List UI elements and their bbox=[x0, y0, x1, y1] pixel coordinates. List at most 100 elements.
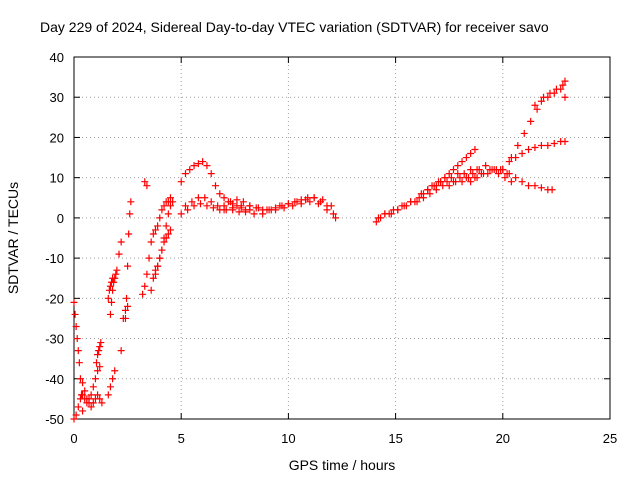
data-point bbox=[94, 391, 102, 399]
y-tick-label: -50 bbox=[45, 412, 64, 427]
data-point bbox=[394, 206, 402, 214]
data-point bbox=[115, 250, 123, 258]
data-point bbox=[314, 200, 322, 208]
data-point bbox=[332, 214, 340, 222]
y-tick-label: -40 bbox=[45, 372, 64, 387]
x-axis-label: GPS time / hours bbox=[289, 457, 396, 473]
data-point bbox=[188, 198, 196, 206]
data-point bbox=[237, 202, 245, 210]
x-tick-label: 20 bbox=[496, 431, 510, 446]
data-point bbox=[471, 146, 479, 154]
data-point bbox=[149, 230, 157, 238]
data-point bbox=[449, 178, 457, 186]
data-point bbox=[559, 81, 567, 89]
data-point bbox=[164, 210, 172, 218]
x-tick-label: 5 bbox=[178, 431, 185, 446]
data-point bbox=[413, 198, 421, 206]
data-point bbox=[209, 204, 217, 212]
data-point bbox=[291, 198, 299, 206]
data-point bbox=[531, 144, 539, 151]
data-point bbox=[71, 310, 79, 318]
data-point bbox=[181, 170, 189, 178]
data-point bbox=[441, 174, 449, 182]
data-point bbox=[550, 89, 558, 97]
data-point bbox=[104, 294, 112, 302]
data-point bbox=[95, 347, 103, 355]
data-point bbox=[81, 387, 89, 395]
satellite-track-24 bbox=[507, 77, 569, 162]
data-point bbox=[507, 154, 515, 162]
data-point bbox=[143, 182, 151, 190]
data-point bbox=[166, 226, 174, 234]
data-point bbox=[141, 282, 149, 290]
satellite-track-8 bbox=[115, 238, 125, 258]
data-point bbox=[533, 105, 541, 113]
data-point bbox=[154, 222, 162, 230]
data-point bbox=[73, 335, 81, 343]
data-point bbox=[473, 166, 481, 174]
data-point bbox=[112, 270, 120, 278]
data-point bbox=[147, 238, 155, 246]
satellite-track-9 bbox=[117, 302, 132, 355]
y-axis-label: SDTVAR / TECUs bbox=[5, 182, 21, 294]
data-point bbox=[190, 202, 198, 210]
data-point bbox=[561, 77, 569, 85]
data-point bbox=[184, 206, 192, 214]
satellite-track-11 bbox=[139, 194, 174, 298]
satellite-track-18 bbox=[220, 198, 340, 222]
data-point bbox=[518, 150, 526, 158]
data-point bbox=[544, 141, 552, 149]
y-tick-label: 40 bbox=[50, 50, 64, 65]
data-point bbox=[507, 178, 515, 186]
data-point bbox=[83, 395, 91, 403]
data-point bbox=[550, 139, 558, 147]
data-point bbox=[495, 170, 503, 178]
data-point bbox=[505, 158, 513, 166]
x-tick-label: 15 bbox=[388, 431, 402, 446]
data-point bbox=[419, 194, 427, 202]
data-point bbox=[458, 178, 466, 186]
data-point bbox=[445, 170, 453, 178]
data-point bbox=[407, 198, 415, 206]
data-point bbox=[74, 403, 82, 411]
data-point bbox=[505, 170, 513, 178]
plot-frame bbox=[73, 56, 611, 420]
data-point bbox=[160, 234, 168, 242]
data-point bbox=[121, 314, 129, 322]
chart-title: Day 229 of 2024, Sidereal Day-to-day VTE… bbox=[40, 19, 549, 35]
data-point bbox=[106, 282, 114, 290]
data-point bbox=[216, 190, 224, 198]
data-point bbox=[72, 322, 80, 330]
data-point bbox=[537, 97, 545, 105]
data-point bbox=[96, 395, 104, 403]
data-point bbox=[250, 210, 258, 218]
data-point bbox=[387, 210, 395, 218]
satellite-track-14 bbox=[151, 198, 177, 278]
data-point bbox=[306, 198, 314, 206]
data-point bbox=[499, 166, 507, 174]
data-point bbox=[94, 367, 102, 375]
data-point bbox=[469, 170, 477, 178]
data-point bbox=[108, 298, 116, 306]
data-point bbox=[96, 343, 104, 351]
data-point bbox=[400, 202, 408, 210]
data-point bbox=[462, 174, 470, 182]
data-point bbox=[207, 198, 215, 206]
data-point bbox=[272, 206, 280, 214]
data-point bbox=[91, 375, 99, 383]
data-point bbox=[527, 117, 535, 125]
data-point bbox=[105, 286, 113, 294]
y-tick-label: 0 bbox=[57, 211, 64, 226]
data-point bbox=[239, 198, 247, 206]
data-point bbox=[417, 190, 425, 198]
data-point bbox=[72, 411, 80, 419]
data-point bbox=[537, 184, 545, 192]
data-point bbox=[537, 141, 545, 149]
data-point bbox=[207, 170, 215, 178]
data-point bbox=[166, 194, 174, 202]
data-point bbox=[229, 204, 237, 212]
y-tick-label: 20 bbox=[50, 130, 64, 145]
data-point bbox=[109, 274, 117, 282]
data-point bbox=[449, 166, 457, 174]
data-point bbox=[424, 186, 432, 194]
